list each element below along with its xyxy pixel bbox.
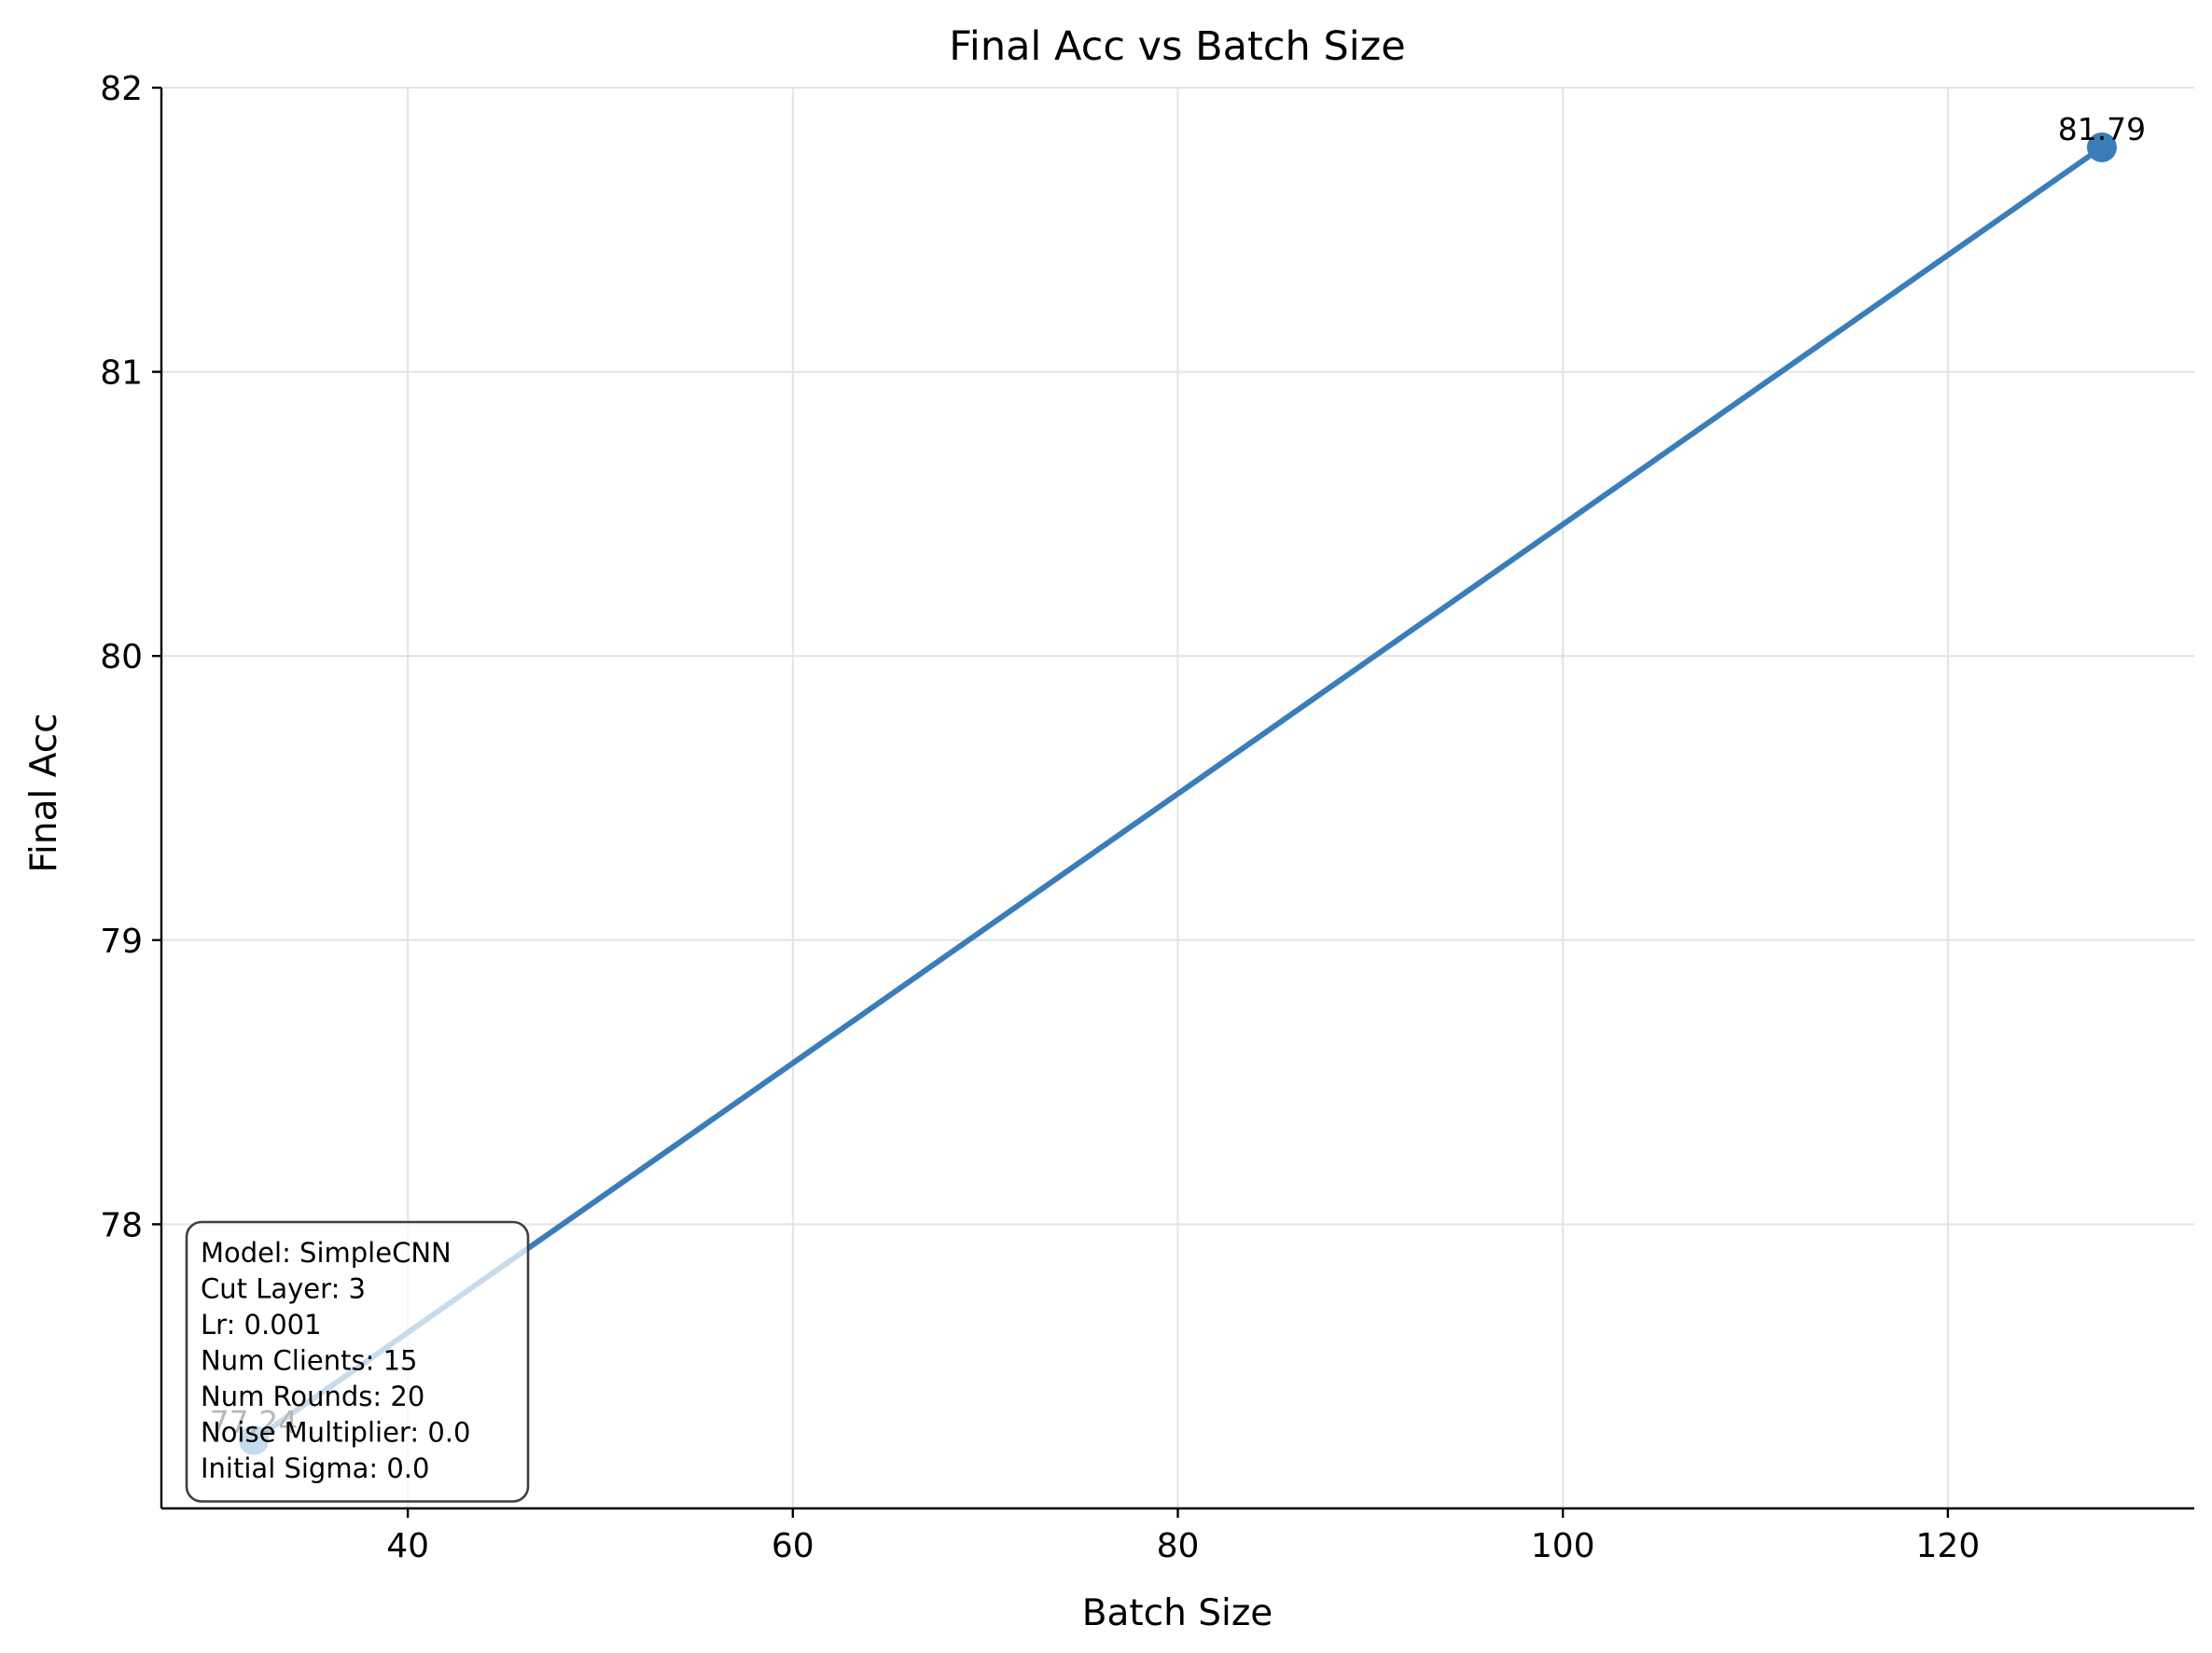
x-tick-label: 80 — [1157, 1527, 1200, 1565]
x-tick-label: 100 — [1531, 1527, 1595, 1565]
data-label: 81.79 — [2058, 111, 2146, 147]
y-tick-label: 81 — [100, 354, 143, 393]
info-box-line: Num Clients: 15 — [201, 1345, 418, 1377]
info-box-line: Cut Layer: 3 — [201, 1273, 366, 1305]
info-box-line: Initial Sigma: 0.0 — [201, 1452, 429, 1484]
info-box-line: Lr: 0.001 — [201, 1309, 322, 1340]
y-tick-label: 78 — [100, 1206, 143, 1244]
chart-title: Final Acc vs Batch Size — [949, 23, 1405, 70]
y-axis-label: Final Acc — [23, 713, 65, 872]
axes: 40 60 80 100 120 78 79 80 81 82 — [100, 70, 2194, 1565]
info-box-line: Num Rounds: 20 — [201, 1381, 424, 1412]
y-tick-label: 79 — [100, 923, 143, 961]
info-box-line: Model: SimpleCNN — [201, 1237, 452, 1269]
y-tick-label: 80 — [100, 638, 143, 676]
x-tick-label: 120 — [1916, 1527, 1981, 1565]
series-line — [252, 145, 2104, 1443]
data-point — [2086, 132, 2117, 162]
info-box: Model: SimpleCNN Cut Layer: 3 Lr: 0.001 Num… — [185, 1220, 530, 1503]
x-tick-label: 60 — [772, 1527, 814, 1565]
info-box-frame — [185, 1220, 530, 1503]
y-tick-label: 82 — [100, 70, 143, 108]
info-box-line: Noise Multiplier: 0.0 — [201, 1417, 470, 1449]
x-tick-label: 40 — [386, 1527, 429, 1565]
x-axis-label: Batch Size — [1082, 1592, 1273, 1634]
